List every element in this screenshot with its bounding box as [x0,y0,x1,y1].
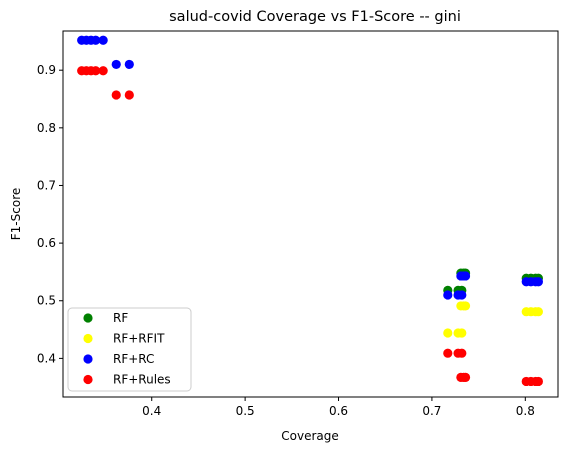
data-point [533,277,543,287]
data-point [460,372,471,382]
x-axis-ticks: 0.4 0.5 0.6 0.7 0.8 [142,397,535,418]
legend: RF RF+RFIT RF+RC RF+Rules [67,307,192,392]
legend-marker [83,333,93,344]
y-axis-ticks: 0.4 0.5 0.6 0.7 0.8 0.9 [37,63,63,365]
data-point [443,290,453,300]
y-axis-label: F1-Score [9,188,23,240]
legend-label: RF [113,311,128,325]
x-tick-label: 0.7 [422,404,441,418]
data-point [98,66,108,76]
data-point [533,307,543,317]
data-point [443,328,453,338]
x-tick-label: 0.8 [516,404,535,418]
y-tick-label: 0.9 [37,63,56,77]
y-tick-label: 0.7 [37,178,56,192]
data-point [457,290,467,300]
data-points [77,35,543,387]
data-point [457,348,467,358]
data-point [460,271,471,281]
data-point [443,348,453,358]
legend-marker [83,354,93,364]
x-tick-label: 0.5 [236,404,255,418]
legend-label: RF+RFIT [113,332,165,346]
x-tick-label: 0.4 [142,404,161,418]
data-point [457,328,467,338]
legend-label: RF+RC [113,352,154,366]
data-point [460,301,471,311]
y-tick-label: 0.6 [37,236,56,250]
x-tick-label: 0.6 [329,404,348,418]
series-rf-rules [77,66,543,387]
data-point [533,376,543,387]
data-point [124,59,134,70]
y-tick-label: 0.4 [37,351,56,365]
legend-marker [83,313,93,323]
data-point [111,90,121,100]
y-tick-label: 0.8 [37,121,56,135]
x-axis-label: Coverage [281,429,339,443]
series-rf-rfit [443,301,543,338]
plot-frame [62,30,559,398]
chart-title: salud-covid Coverage vs F1-Score -- gini [169,9,461,25]
data-point [111,59,121,70]
legend-label: RF+Rules [113,373,171,387]
legend-marker [83,374,93,385]
series-rf-rc [77,35,543,300]
y-tick-label: 0.5 [37,294,56,308]
data-point [124,90,134,100]
legend-box [67,307,192,392]
data-point [91,35,101,45]
data-point [98,35,108,45]
data-point [91,66,101,76]
